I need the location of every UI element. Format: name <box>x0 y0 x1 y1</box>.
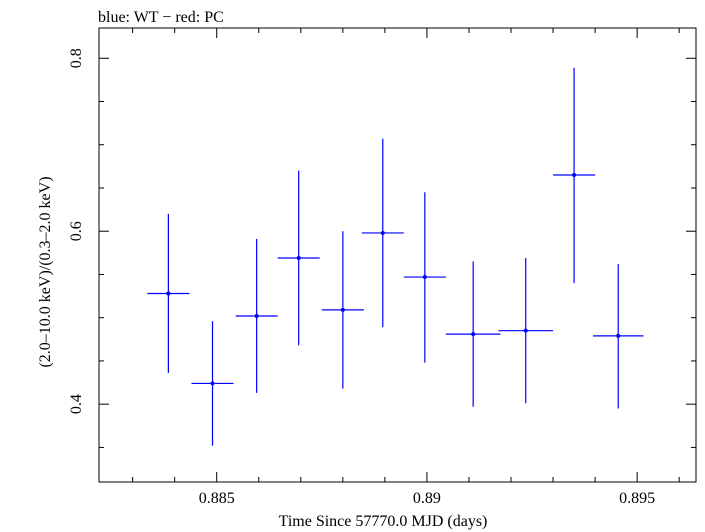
x-tick-label: 0.885 <box>199 490 235 507</box>
x-axis-ticks <box>132 28 680 482</box>
x-tick-label: 0.89 <box>413 490 441 507</box>
data-point <box>592 264 644 409</box>
data-point <box>235 239 278 393</box>
y-axis-tick-labels: 0.4 0.6 0.8 <box>68 48 85 414</box>
data-marker <box>523 328 528 333</box>
data-marker <box>572 173 577 178</box>
x-tick-label: 0.895 <box>619 490 655 507</box>
data-point <box>147 213 190 374</box>
data-point <box>321 231 364 389</box>
y-axis-title: (2.0–10.0 keV)/(0.3–2.0 keV) <box>37 176 54 367</box>
y-tick-label: 0.8 <box>68 48 85 68</box>
data-marker <box>422 275 427 280</box>
data-marker <box>616 333 621 338</box>
legend-text: blue: WT − red: PC <box>98 9 224 26</box>
y-tick-label: 0.4 <box>68 394 85 414</box>
x-axis-title: Time Since 57770.0 MJD (days) <box>279 513 488 530</box>
data-point <box>445 261 501 407</box>
data-point <box>361 138 404 328</box>
data-points <box>147 67 644 446</box>
data-marker <box>471 332 476 337</box>
data-marker <box>340 307 345 312</box>
data-marker <box>254 313 259 318</box>
data-marker <box>380 230 385 235</box>
data-marker <box>210 381 215 386</box>
x-axis-tick-labels: 0.885 0.89 0.895 <box>199 490 655 507</box>
data-point <box>553 67 596 284</box>
y-axis-ticks <box>99 57 696 448</box>
y-tick-label: 0.6 <box>68 221 85 241</box>
data-point <box>277 170 320 346</box>
data-point <box>403 192 446 363</box>
data-point <box>498 258 554 404</box>
plot-frame <box>98 27 697 483</box>
data-marker <box>296 256 301 261</box>
data-marker <box>166 291 171 296</box>
data-point <box>191 321 234 446</box>
